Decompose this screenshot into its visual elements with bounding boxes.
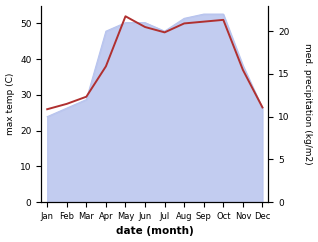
Y-axis label: med. precipitation (kg/m2): med. precipitation (kg/m2)	[303, 43, 313, 165]
X-axis label: date (month): date (month)	[116, 227, 194, 236]
Y-axis label: max temp (C): max temp (C)	[5, 73, 15, 135]
